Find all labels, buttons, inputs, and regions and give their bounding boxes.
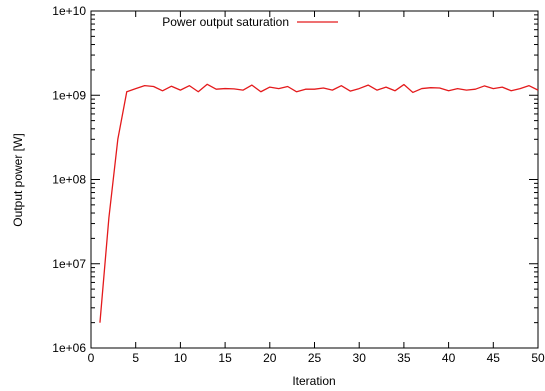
y-axis-label: Output power [W] — [11, 133, 25, 226]
x-tick-label: 45 — [487, 351, 501, 365]
x-tick-label: 25 — [308, 351, 322, 365]
x-tick-label: 30 — [353, 351, 367, 365]
x-tick-label: 40 — [442, 351, 456, 365]
y-tick-label: 1e+06 — [52, 341, 86, 355]
x-tick-label: 5 — [132, 351, 139, 365]
x-axis-label: Iteration — [292, 374, 335, 388]
series-line-0 — [99, 83, 539, 323]
x-tick-label: 10 — [174, 351, 188, 365]
plot-frame — [90, 10, 539, 349]
x-tick-label: 35 — [397, 351, 411, 365]
y-tick-label: 1e+07 — [52, 257, 86, 271]
x-tick-label: 50 — [531, 351, 545, 365]
x-tick-label: 0 — [88, 351, 95, 365]
y-tick-label: 1e+10 — [52, 4, 86, 18]
y-tick-label: 1e+09 — [52, 88, 86, 102]
x-tick-label: 20 — [263, 351, 277, 365]
legend-label: Power output saturation — [162, 15, 289, 29]
x-tick-label: 15 — [218, 351, 232, 365]
y-tick-label: 1e+08 — [52, 173, 86, 187]
